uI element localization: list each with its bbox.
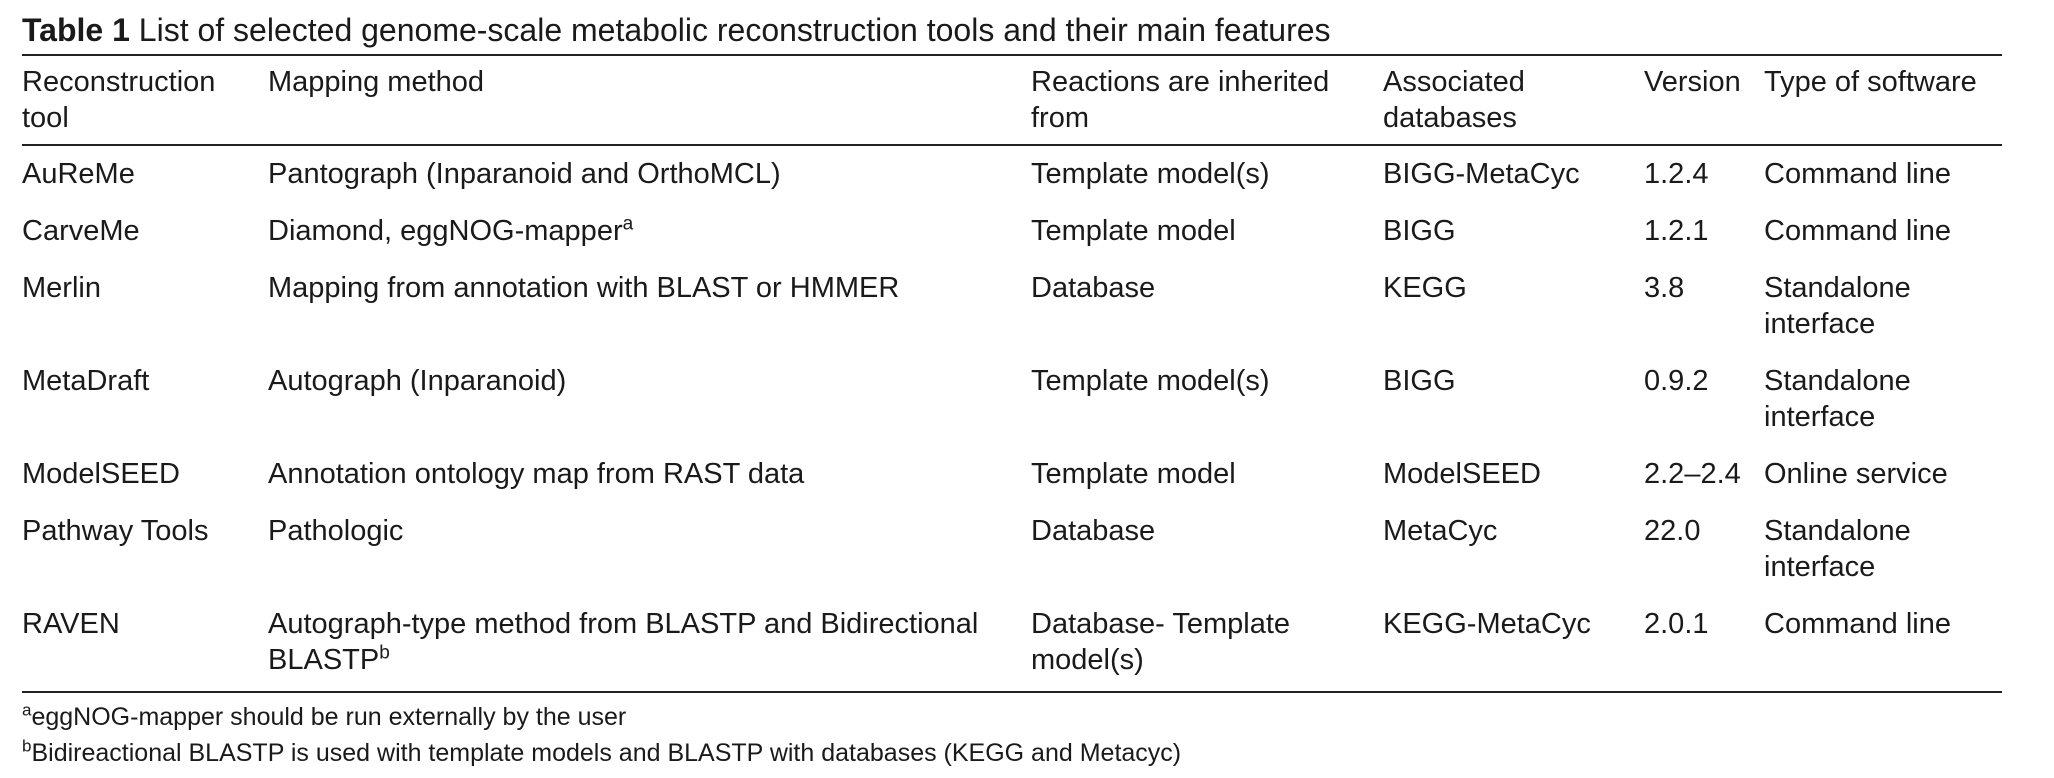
cell-tool: CarveMe — [22, 215, 140, 247]
cell-method-text: Annotation ontology map from RAST data — [268, 458, 805, 490]
table-caption-label: Table 1 — [22, 12, 130, 48]
table-figure: Table 1 List of selected genome-scale me… — [22, 10, 2002, 771]
table-header-row: Reconstruction tool Mapping method React… — [22, 55, 2002, 145]
cell-tool: RAVEN — [22, 608, 120, 640]
column-header-software: Type of software — [1764, 66, 1977, 98]
cell-method-text: Mapping from annotation with BLAST or HM… — [268, 272, 900, 304]
cell-version: 0.9.2 — [1644, 365, 1709, 397]
cell-version: 2.2–2.4 — [1644, 458, 1741, 490]
table-row: MetaDraft Autograph (Inparanoid) Templat… — [22, 355, 2002, 448]
cell-tool: Merlin — [22, 272, 101, 304]
table-row: RAVEN Autograph-type method from BLASTP … — [22, 598, 2002, 692]
cell-method-text: Diamond, eggNOG-mapper — [268, 215, 623, 247]
tools-table: Reconstruction tool Mapping method React… — [22, 54, 2002, 693]
column-header-databases: Associated databases — [1383, 66, 1525, 134]
cell-method: Autograph (Inparanoid) — [268, 355, 1031, 448]
cell-method-text: Autograph (Inparanoid) — [268, 365, 567, 397]
table-row: Pathway Tools Pathologic Database MetaCy… — [22, 505, 2002, 598]
column-header-tool: Reconstruction tool — [22, 66, 216, 134]
cell-method-text: Autograph-type method from BLASTP and Bi… — [268, 608, 979, 676]
cell-method: Pathologic — [268, 505, 1031, 598]
table-row: CarveMe Diamond, eggNOG-mappera Template… — [22, 205, 2002, 262]
cell-method: Diamond, eggNOG-mappera — [268, 205, 1031, 262]
cell-software: Command line — [1764, 215, 1951, 247]
cell-databases: BIGG — [1383, 365, 1456, 397]
cell-version: 22.0 — [1644, 515, 1701, 547]
cell-databases: KEGG-MetaCyc — [1383, 608, 1591, 640]
footnote-mark: a — [622, 213, 634, 235]
cell-inherited: Database- Template model(s) — [1031, 608, 1291, 676]
cell-inherited: Template model(s) — [1031, 365, 1270, 397]
table-row: Merlin Mapping from annotation with BLAS… — [22, 262, 2002, 355]
cell-software: Standalone interface — [1764, 515, 1911, 583]
cell-software: Command line — [1764, 158, 1951, 190]
cell-inherited: Template model — [1031, 215, 1236, 247]
table-row: ModelSEED Annotation ontology map from R… — [22, 448, 2002, 505]
cell-inherited: Database — [1031, 272, 1156, 304]
column-header-version: Version — [1644, 66, 1741, 98]
footnote-b: bBidireactional BLASTP is used with temp… — [22, 735, 2002, 771]
cell-version: 1.2.1 — [1644, 215, 1709, 247]
cell-method-text: Pantograph (Inparanoid and OrthoMCL) — [268, 158, 781, 190]
cell-version: 3.8 — [1644, 272, 1685, 304]
cell-method: Autograph-type method from BLASTP and Bi… — [268, 598, 1031, 692]
cell-tool: MetaDraft — [22, 365, 150, 397]
footnote-text: Bidireactional BLASTP is used with templ… — [31, 739, 1182, 767]
table-footnotes: aeggNOG-mapper should be run externally … — [22, 699, 2002, 771]
cell-version: 2.0.1 — [1644, 608, 1709, 640]
cell-databases: BIGG — [1383, 215, 1456, 247]
cell-databases: ModelSEED — [1383, 458, 1541, 490]
cell-version: 1.2.4 — [1644, 158, 1709, 190]
footnote-text: eggNOG-mapper should be run externally b… — [31, 703, 627, 731]
cell-software: Online service — [1764, 458, 1948, 490]
cell-databases: BIGG-MetaCyc — [1383, 158, 1580, 190]
cell-tool: Pathway Tools — [22, 515, 209, 547]
cell-software: Command line — [1764, 608, 1951, 640]
column-header-inherited: Reactions are inherited from — [1031, 66, 1330, 134]
cell-tool: AuReMe — [22, 158, 135, 190]
table-caption: Table 1 List of selected genome-scale me… — [22, 10, 2002, 54]
column-header-method: Mapping method — [268, 66, 485, 98]
footnote-mark: b — [379, 642, 390, 664]
cell-method: Pantograph (Inparanoid and OrthoMCL) — [268, 145, 1031, 205]
cell-inherited: Template model(s) — [1031, 158, 1270, 190]
table-row: AuReMe Pantograph (Inparanoid and OrthoM… — [22, 145, 2002, 205]
table-caption-text: List of selected genome-scale metabolic … — [129, 12, 1331, 48]
cell-method: Mapping from annotation with BLAST or HM… — [268, 262, 1031, 355]
cell-tool: ModelSEED — [22, 458, 180, 490]
cell-method-text: Pathologic — [268, 515, 404, 547]
cell-inherited: Template model — [1031, 458, 1236, 490]
cell-databases: MetaCyc — [1383, 515, 1498, 547]
cell-inherited: Database — [1031, 515, 1156, 547]
cell-databases: KEGG — [1383, 272, 1467, 304]
footnote-mark: a — [22, 700, 32, 720]
footnote-a: aeggNOG-mapper should be run externally … — [22, 699, 2002, 735]
cell-method: Annotation ontology map from RAST data — [268, 448, 1031, 505]
footnote-mark: b — [22, 736, 32, 756]
cell-software: Standalone interface — [1764, 272, 1911, 340]
cell-software: Standalone interface — [1764, 365, 1911, 433]
